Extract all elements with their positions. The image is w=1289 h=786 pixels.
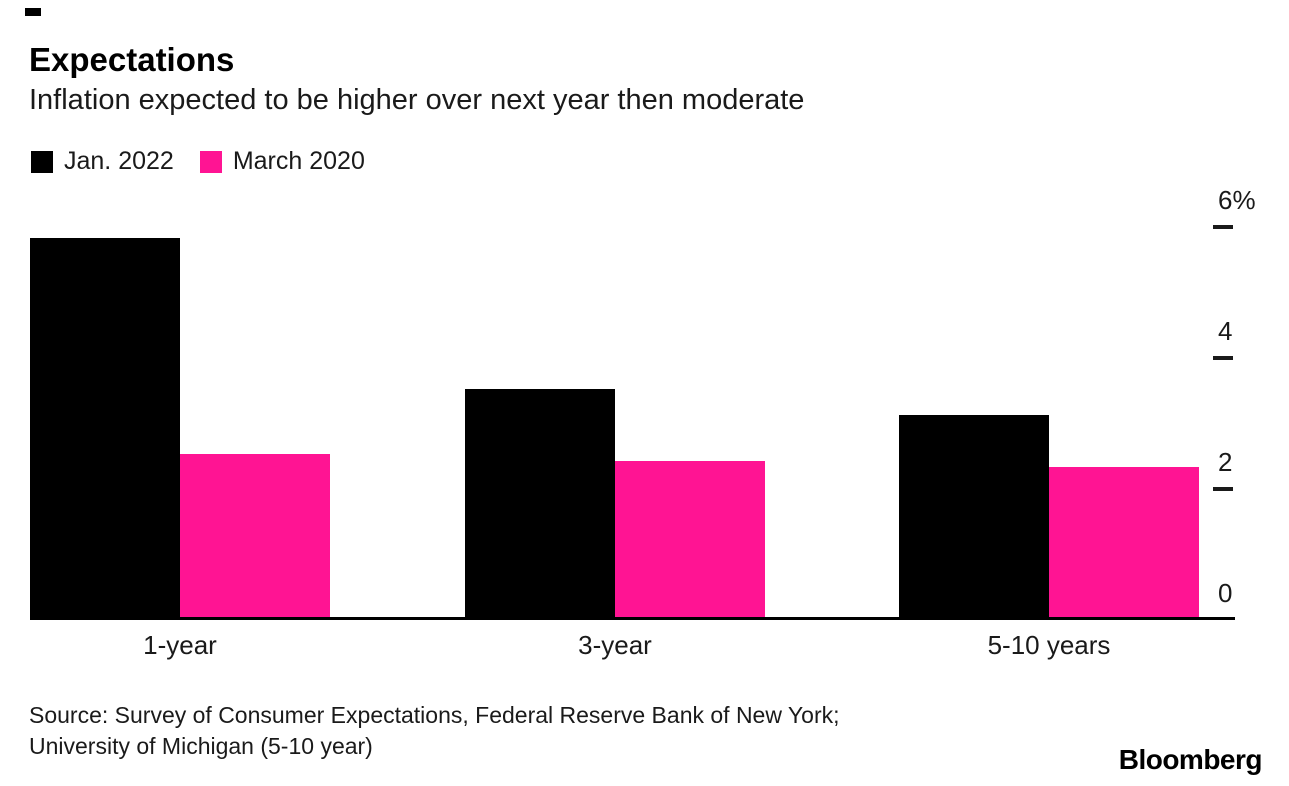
y-axis-tick-6 <box>1213 225 1233 229</box>
y-axis-tick-4 <box>1213 356 1233 360</box>
bar-jan-2022-5-10-years <box>899 414 1049 618</box>
stray-corner-mark <box>25 8 41 16</box>
y-axis-tick-2 <box>1213 487 1233 491</box>
legend-item-march-2020: March 2020 <box>199 147 365 176</box>
bar-jan-2022-1-year <box>30 238 180 618</box>
bar-jan-2022-3-year <box>465 388 615 618</box>
bar-march-2020-3-year <box>615 460 765 618</box>
x-axis-label-1-year: 1-year <box>143 630 217 660</box>
chart-subtitle: Inflation expected to be higher over nex… <box>29 84 805 116</box>
legend: Jan. 2022 March 2020 <box>31 147 365 176</box>
y-axis-label-6: 6% <box>1218 185 1256 215</box>
legend-item-jan-2022: Jan. 2022 <box>31 147 174 176</box>
source-line-1: Source: Survey of Consumer Expectations,… <box>29 702 840 728</box>
y-axis-label-0: 0 <box>1218 578 1233 608</box>
chart-title: Expectations <box>29 41 235 78</box>
x-axis-label-5-10-years: 5-10 years <box>987 630 1111 660</box>
x-axis-label-3-year: 3-year <box>578 630 652 660</box>
y-axis-label-4: 4 <box>1218 316 1233 346</box>
bloomberg-logo: Bloomberg <box>1118 744 1263 775</box>
source-line-2: University of Michigan (5-10 year) <box>29 733 373 759</box>
legend-label-march-2020: March 2020 <box>232 147 365 175</box>
legend-label-jan-2022: Jan. 2022 <box>64 147 174 175</box>
y-axis-label-2: 2 <box>1218 447 1233 477</box>
x-axis-line <box>30 617 1235 620</box>
source-note: Source: Survey of Consumer Expectations,… <box>29 700 840 762</box>
bar-march-2020-1-year <box>180 454 330 618</box>
legend-swatch-pink <box>199 150 222 173</box>
legend-swatch-black <box>31 150 53 173</box>
bar-march-2020-5-10-years <box>1049 467 1199 618</box>
